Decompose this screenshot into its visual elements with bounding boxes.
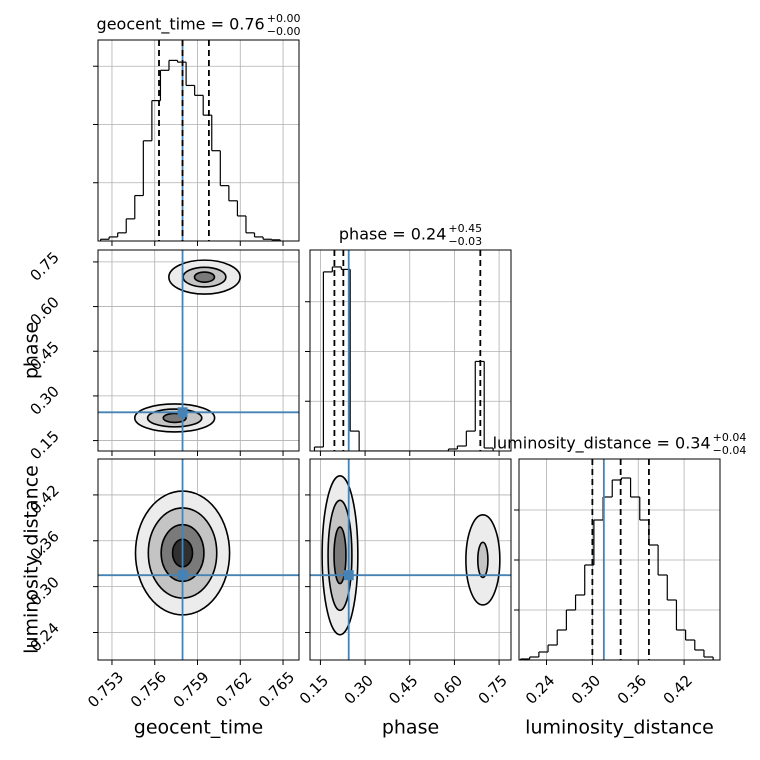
y-tick-label: 0.30 <box>26 382 62 418</box>
x-tick-label: 0.30 <box>341 671 377 707</box>
x-tick-label: 0.753 <box>84 668 127 711</box>
title-lower: −0.00 <box>267 25 301 38</box>
truth-marker <box>177 407 188 418</box>
x-tick-label: 0.30 <box>568 671 604 707</box>
title-upper: +0.00 <box>267 12 301 25</box>
x-tick-label: 0.24 <box>522 671 558 707</box>
x-tick-label: 0.762 <box>212 668 255 711</box>
panel-frame <box>309 249 512 452</box>
panel: phase = 0.24 +0.45−0.03 <box>305 222 512 456</box>
y-axis-label: luminosity_distance <box>21 465 43 654</box>
x-tick-label: 0.756 <box>127 668 170 711</box>
x-tick-label: 0.75 <box>475 671 511 707</box>
contour <box>193 271 216 283</box>
panel-frame <box>97 458 300 661</box>
panel-frame <box>309 458 512 661</box>
panel-title: phase = 0.24 <box>339 225 446 244</box>
y-axis-label: phase <box>21 322 43 379</box>
panel-frame <box>97 39 300 242</box>
x-tick-label: 0.45 <box>385 671 421 707</box>
y-tick-label: 0.75 <box>26 248 62 284</box>
x-tick-label: 0.765 <box>255 668 298 711</box>
panel: 0.753 0.756 0.759 0.762 0.765geocent_time0.2… <box>21 458 300 739</box>
title-lower: −0.03 <box>448 235 482 248</box>
y-tick-label: 0.15 <box>26 427 62 463</box>
title-lower: −0.04 <box>713 444 747 457</box>
panel-content <box>310 250 511 451</box>
panel: luminosity_distance = 0.34 +0.04−0.04 0.24… <box>493 431 747 739</box>
x-axis-label: geocent_time <box>134 717 263 739</box>
panel-content <box>519 459 720 660</box>
x-tick-label: 0.42 <box>660 671 696 707</box>
panel-title: geocent_time = 0.76 <box>97 15 265 35</box>
panel-content <box>98 459 299 660</box>
x-axis-label: luminosity_distance <box>525 717 714 739</box>
x-axis-label: phase <box>382 717 439 739</box>
truth-marker <box>177 570 188 581</box>
panel-title: luminosity_distance = 0.34 <box>493 434 711 454</box>
panel-content <box>310 459 511 660</box>
contour <box>476 541 489 579</box>
panel-frame <box>518 458 721 661</box>
title-upper: +0.04 <box>713 431 747 444</box>
x-tick-label: 0.15 <box>296 671 332 707</box>
x-tick-label: 0.759 <box>170 668 213 711</box>
panel-content <box>98 40 299 241</box>
panel-content <box>98 250 299 451</box>
panel: geocent_time = 0.76 +0.00−0.00 <box>93 12 300 246</box>
x-tick-label: 0.60 <box>430 671 466 707</box>
truth-marker <box>343 570 354 581</box>
panel-frame <box>97 249 300 452</box>
x-tick-label: 0.36 <box>614 671 650 707</box>
title-upper: +0.45 <box>448 222 482 235</box>
contour <box>333 526 347 585</box>
